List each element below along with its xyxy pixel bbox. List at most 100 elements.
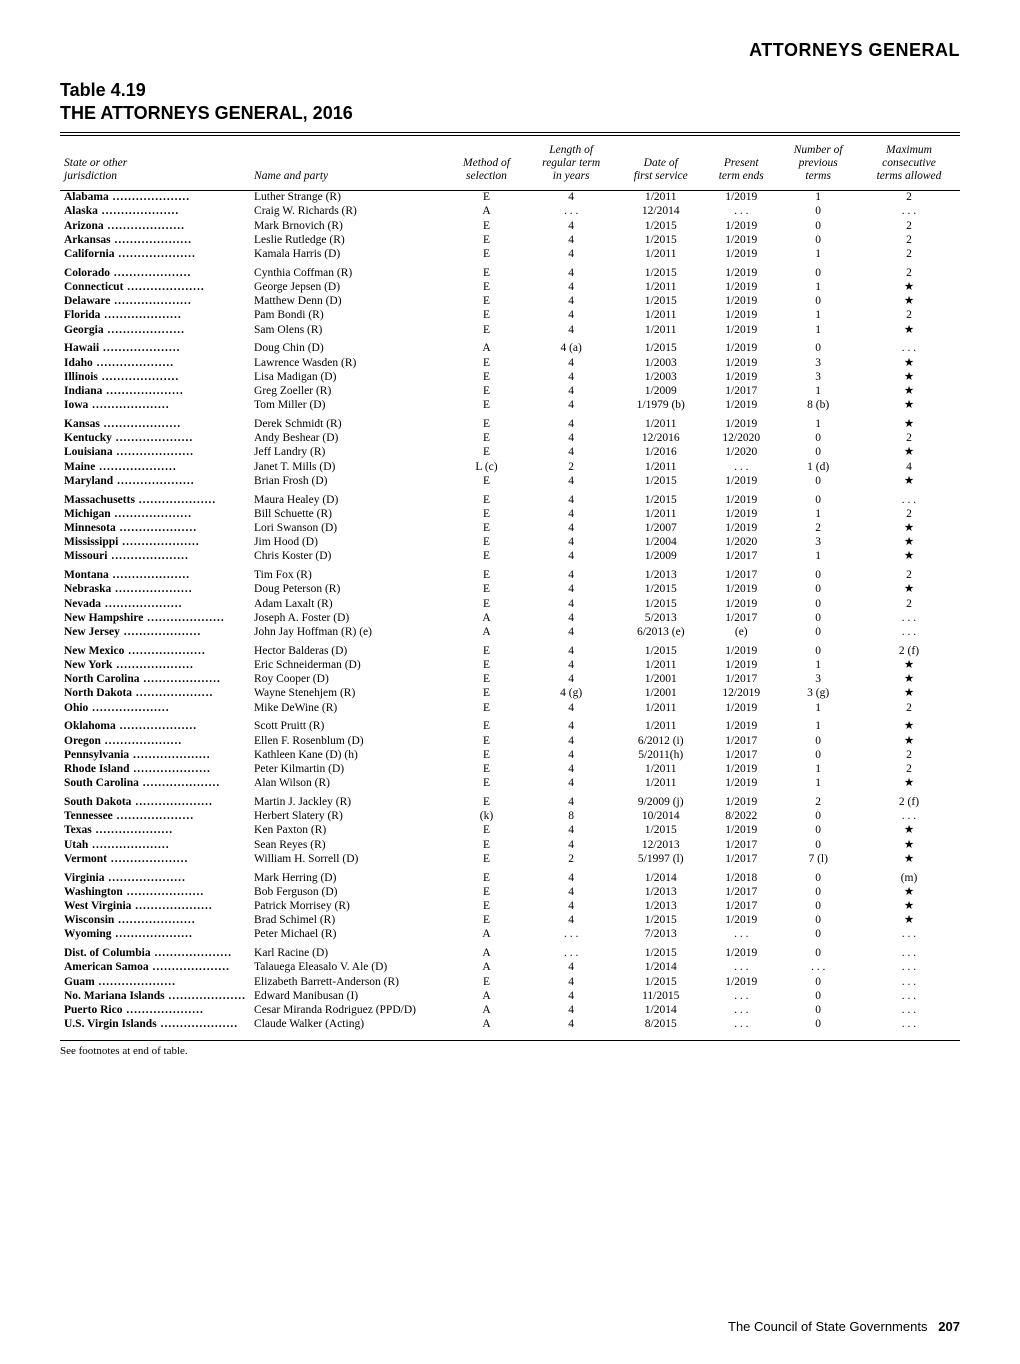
cell-prev: 0 (778, 640, 858, 659)
col-prev: Number ofpreviousterms (778, 138, 858, 190)
cell-jurisdiction: Georgia (60, 323, 250, 337)
cell-date: 1/2015 (617, 975, 704, 989)
cell-ends: 1/2019 (704, 413, 778, 432)
cell-name: Janet T. Mills (D) (250, 460, 448, 474)
cell-ends: 1/2019 (704, 777, 778, 791)
cell-date: 1/2015 (617, 597, 704, 611)
cell-method: E (448, 867, 525, 886)
cell-max: ★ (858, 583, 960, 597)
cell-ends: 1/2018 (704, 867, 778, 886)
cell-len: 4 (525, 777, 617, 791)
cell-name: Ellen F. Rosenblum (D) (250, 734, 448, 748)
cell-jurisdiction: Mississippi (60, 536, 250, 550)
cell-method: E (448, 762, 525, 776)
cell-name: John Jay Hoffman (R) (e) (250, 626, 448, 640)
cell-method: E (448, 701, 525, 715)
cell-ends: 1/2019 (704, 791, 778, 810)
cell-jurisdiction: Nebraska (60, 583, 250, 597)
cell-max: ★ (858, 323, 960, 337)
cell-len: 4 (525, 914, 617, 928)
cell-prev: 2 (778, 791, 858, 810)
table-row: TennesseeHerbert Slatery (R)(k)810/20148… (60, 810, 960, 824)
cell-prev: 0 (778, 899, 858, 913)
cell-max: ★ (858, 280, 960, 294)
cell-ends: 1/2019 (704, 658, 778, 672)
table-row: UtahSean Reyes (R)E412/20131/20170★ (60, 838, 960, 852)
cell-len: 4 (525, 748, 617, 762)
cell-date: 1/2014 (617, 961, 704, 975)
table-row: MaineJanet T. Mills (D)L (c)21/2011. . .… (60, 460, 960, 474)
cell-jurisdiction: New Jersey (60, 626, 250, 640)
cell-name: Herbert Slatery (R) (250, 810, 448, 824)
cell-date: 1/2014 (617, 1003, 704, 1017)
cell-date: 1/2015 (617, 337, 704, 356)
cell-name: Chris Koster (D) (250, 550, 448, 564)
cell-jurisdiction: North Carolina (60, 673, 250, 687)
cell-jurisdiction: Idaho (60, 356, 250, 370)
cell-max: 2 (858, 748, 960, 762)
cell-name: Doug Chin (D) (250, 337, 448, 356)
table-row: DelawareMatthew Denn (D)E41/20151/20190★ (60, 295, 960, 309)
cell-date: 1/2015 (617, 824, 704, 838)
cell-len: 4 (g) (525, 687, 617, 701)
cell-jurisdiction: Illinois (60, 370, 250, 384)
cell-jurisdiction: Dist. of Columbia (60, 942, 250, 961)
cell-len: 4 (525, 190, 617, 205)
table-row: VermontWilliam H. Sorrell (D)E25/1997 (l… (60, 852, 960, 866)
cell-method: E (448, 734, 525, 748)
cell-ends: 1/2019 (704, 474, 778, 488)
cell-jurisdiction: Indiana (60, 385, 250, 399)
table-row: New YorkEric Schneiderman (D)E41/20111/2… (60, 658, 960, 672)
table-row: WisconsinBrad Schimel (R)E41/20151/20190… (60, 914, 960, 928)
cell-prev: 3 (778, 356, 858, 370)
cell-jurisdiction: Alabama (60, 190, 250, 205)
cell-jurisdiction: Louisiana (60, 446, 250, 460)
cell-ends: 1/2020 (704, 536, 778, 550)
table-row: OklahomaScott Pruitt (R)E41/20111/20191★ (60, 715, 960, 734)
cell-jurisdiction: Kentucky (60, 432, 250, 446)
cell-ends: . . . (704, 961, 778, 975)
cell-ends: 12/2019 (704, 687, 778, 701)
cell-max: ★ (858, 715, 960, 734)
cell-max: 2 (f) (858, 791, 960, 810)
cell-date: 5/1997 (l) (617, 852, 704, 866)
cell-prev: 0 (778, 446, 858, 460)
cell-name: Lori Swanson (D) (250, 521, 448, 535)
cell-len: 4 (525, 626, 617, 640)
cell-ends: 1/2019 (704, 323, 778, 337)
cell-ends: 1/2017 (704, 838, 778, 852)
cell-ends: 1/2019 (704, 370, 778, 384)
cell-date: 7/2013 (617, 928, 704, 942)
table-row: WyomingPeter Michael (R)A. . .7/2013. . … (60, 928, 960, 942)
cell-len: 4 (525, 1003, 617, 1017)
cell-max: ★ (858, 413, 960, 432)
cell-date: 8/2015 (617, 1018, 704, 1032)
cell-max: ★ (858, 885, 960, 899)
cell-ends: . . . (704, 460, 778, 474)
table-row: American SamoaTalauega Eleasalo V. Ale (… (60, 961, 960, 975)
cell-len: 4 (525, 446, 617, 460)
cell-prev: 3 (778, 536, 858, 550)
cell-len: 4 (525, 219, 617, 233)
cell-method: E (448, 550, 525, 564)
cell-prev: 0 (778, 611, 858, 625)
cell-prev: 1 (778, 762, 858, 776)
cell-date: 1/2011 (617, 460, 704, 474)
cell-method: A (448, 337, 525, 356)
cell-name: Peter Michael (R) (250, 928, 448, 942)
cell-max: ★ (858, 838, 960, 852)
cell-method: E (448, 536, 525, 550)
cell-date: 1/2001 (617, 673, 704, 687)
cell-jurisdiction: Rhode Island (60, 762, 250, 776)
cell-name: Leslie Rutledge (R) (250, 233, 448, 247)
cell-ends: 1/2019 (704, 356, 778, 370)
cell-date: 1/2015 (617, 583, 704, 597)
cell-name: Matthew Denn (D) (250, 295, 448, 309)
cell-prev: 1 (d) (778, 460, 858, 474)
cell-max: ★ (858, 673, 960, 687)
cell-max: ★ (858, 899, 960, 913)
cell-name: George Jepsen (D) (250, 280, 448, 294)
cell-len: 4 (525, 564, 617, 583)
cell-prev: 0 (778, 597, 858, 611)
cell-max: 2 (858, 190, 960, 205)
